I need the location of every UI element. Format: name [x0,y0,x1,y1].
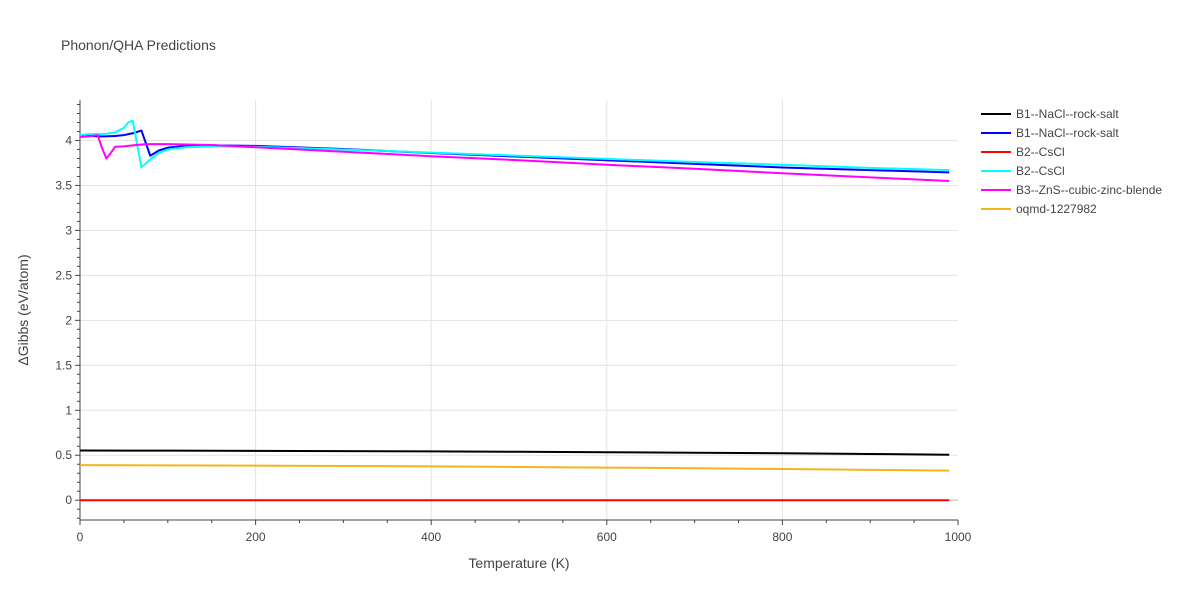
series-line-4 [79,134,950,182]
legend-item[interactable]: B2--CsCl [981,164,1065,178]
legend-item[interactable]: B3--ZnS--cubic-zinc-blende [981,183,1162,197]
grid [80,100,958,520]
legend-label: B2--CsCl [1016,164,1065,178]
legend-label: B1--NaCl--rock-salt [1016,126,1119,140]
y-tick-label: 3.5 [55,178,72,192]
y-tick-label: 0.5 [55,448,72,462]
y-axis-label: ΔGibbs (eV/atom) [15,254,31,365]
y-tick-label: 1.5 [55,358,72,372]
x-tick-label: 1000 [945,530,972,544]
legend-label: B3--ZnS--cubic-zinc-blende [1016,183,1162,197]
series-line-3 [79,119,950,172]
y-tick-label: 2.5 [55,268,72,282]
x-axis-label: Temperature (K) [468,555,569,571]
legend-label: oqmd-1227982 [1016,202,1097,216]
axes: 0 200 400 600 800 1000 0 0.5 1 1.5 2 2.5 3 3.5 4 [55,100,972,544]
legend-item[interactable]: B1--NaCl--rock-salt [981,126,1119,140]
y-tick-label: 4 [65,133,72,147]
series-line-1 [79,129,950,174]
y-tick-label: 2 [65,313,72,327]
x-tick-label: 800 [772,530,792,544]
x-tick-label: 400 [421,530,441,544]
y-tick-label: 3 [65,223,72,237]
y-tick-label: 1 [65,403,72,417]
legend: B1--NaCl--rock-salt B1--NaCl--rock-salt B2… [981,107,1162,216]
series-line-5 [79,464,950,472]
series-line-0 [79,449,950,456]
legend-label: B1--NaCl--rock-salt [1016,107,1119,121]
legend-label: B2--CsCl [1016,145,1065,159]
series-lines [79,119,950,502]
chart-title: Phonon/QHA Predictions [61,37,216,53]
x-tick-label: 200 [246,530,266,544]
legend-item[interactable]: oqmd-1227982 [981,202,1097,216]
x-tick-label: 0 [77,530,84,544]
legend-item[interactable]: B2--CsCl [981,145,1065,159]
y-tick-label: 0 [65,493,72,507]
legend-item[interactable]: B1--NaCl--rock-salt [981,107,1119,121]
x-tick-label: 600 [597,530,617,544]
